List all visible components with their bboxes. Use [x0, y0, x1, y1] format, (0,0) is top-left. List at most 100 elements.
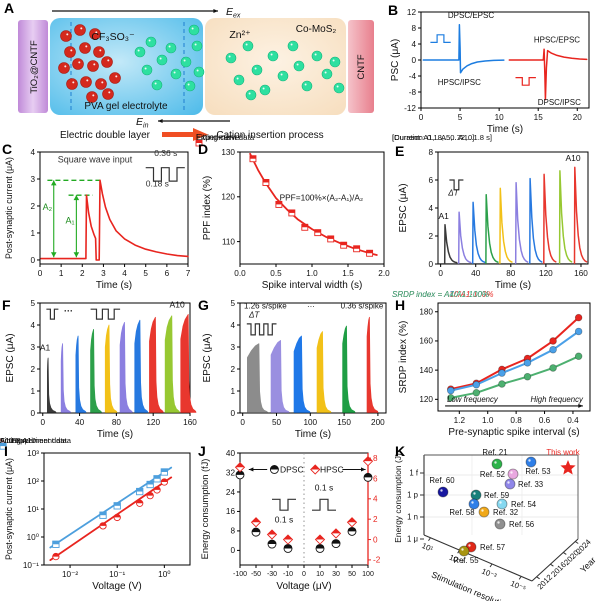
svg-text:Time (s): Time (s)	[487, 124, 523, 135]
panel-label-c: C	[2, 141, 13, 157]
panel-c-ppf-trace-chart: 0 1 2 3 4 5 6 7 0 1 2 3 4 Time (s) Post-synaptic curre…	[4, 148, 191, 291]
svg-text:HPSC/IPSC: HPSC/IPSC	[438, 78, 481, 87]
svg-text:10²: 10²	[27, 477, 39, 486]
svg-text:Ref. 59: Ref. 59	[484, 491, 509, 500]
svg-text:160: 160	[574, 269, 588, 278]
svg-text:0: 0	[30, 409, 35, 418]
svg-text:Ref. 53: Ref. 53	[525, 467, 550, 476]
svg-text:This work: This work	[546, 448, 579, 457]
svg-text:0: 0	[302, 571, 306, 578]
svg-text:Ref. 33: Ref. 33	[518, 480, 543, 489]
svg-text:180: 180	[419, 308, 433, 317]
svg-text:1: 1	[59, 269, 64, 278]
svg-text:Voltage (V): Voltage (V)	[92, 581, 141, 592]
svg-text:-8: -8	[409, 88, 417, 97]
svg-text:32: 32	[226, 468, 236, 477]
svg-text:2: 2	[80, 269, 85, 278]
svg-text:120: 120	[539, 269, 553, 278]
svg-text:0: 0	[240, 418, 245, 427]
svg-text:1: 1	[30, 229, 35, 238]
svg-text:Fitting A1: Fitting A1	[0, 436, 32, 445]
panel-label-k: K	[395, 443, 406, 459]
svg-text:2: 2	[230, 365, 235, 374]
panel-label-f: F	[2, 297, 11, 313]
svg-text:4: 4	[411, 40, 416, 49]
svg-text:ΔT: ΔT	[248, 311, 260, 320]
svg-text:0: 0	[38, 269, 43, 278]
svg-text:EPSC (μA): EPSC (μA)	[202, 333, 213, 382]
svg-text:-30: -30	[267, 571, 277, 578]
svg-text:0: 0	[428, 260, 433, 269]
svg-text:10⁰: 10⁰	[158, 570, 170, 579]
svg-text:Ref. 57: Ref. 57	[480, 543, 505, 552]
svg-text:120: 120	[221, 193, 235, 202]
svg-text:0.0: 0.0	[234, 269, 246, 278]
svg-text:0: 0	[411, 56, 416, 65]
svg-text:Post-synaptic current (μA): Post-synaptic current (μA)	[4, 458, 14, 560]
svg-text:Eex: Eex	[226, 6, 241, 20]
svg-text:A10 Experiment data: A10 Experiment data	[0, 436, 72, 445]
svg-text:SRDP index = A7/A1·100%: SRDP index = A7/A1·100%	[392, 290, 489, 299]
svg-text:16: 16	[226, 507, 236, 516]
svg-text:DPSC: DPSC	[280, 464, 304, 474]
svg-text:5: 5	[30, 299, 35, 308]
panel-i-loglog-chart: 10⁻² 10⁻¹ 10⁰ 10⁻¹ 10⁰ 10¹ 10² 10³ Voltage (V) Po…	[0, 436, 191, 592]
svg-text:10³: 10³	[27, 449, 39, 458]
svg-text:5: 5	[143, 269, 148, 278]
svg-text:3: 3	[30, 343, 35, 352]
svg-text:2.0: 2.0	[378, 269, 390, 278]
svg-text:Ref. 21: Ref. 21	[482, 448, 507, 457]
svg-text:4: 4	[30, 321, 35, 330]
svg-text:0: 0	[40, 418, 45, 427]
svg-text:160: 160	[419, 337, 433, 346]
svg-text:Zn²⁺: Zn²⁺	[229, 29, 250, 41]
svg-text:Time (s): Time (s)	[495, 280, 531, 291]
panel-g-epsc-rate-chart: 0 50 100 150 200 0 1 2 3 4 5 Time (s) EPSC (μA) 1.26 …	[202, 299, 387, 440]
svg-text:A₁: A₁	[65, 216, 74, 226]
svg-text:0: 0	[230, 409, 235, 418]
svg-text:Pre-synaptic spike interval (s: Pre-synaptic spike interval (s)	[448, 427, 579, 438]
svg-text:10¹: 10¹	[421, 541, 435, 554]
panel-label-j: J	[198, 443, 206, 459]
svg-text:200: 200	[371, 418, 385, 427]
svg-text:1.0: 1.0	[482, 416, 494, 425]
svg-text:0.8: 0.8	[510, 416, 522, 425]
svg-text:2: 2	[428, 232, 433, 241]
svg-text:4: 4	[230, 321, 235, 330]
svg-text:8: 8	[411, 24, 416, 33]
svg-text:110: 110	[222, 237, 235, 246]
svg-text:0: 0	[230, 546, 235, 555]
panel-f-epsc-trains-chart: 0 40 80 120 160 0 1 2 3 4 5 Time (s) EPSC (μA) A1 A10 ·…	[5, 299, 197, 440]
svg-text:0.36 s: 0.36 s	[154, 148, 177, 158]
svg-text:-10: -10	[283, 571, 293, 578]
svg-text:Ref. 58: Ref. 58	[449, 508, 474, 517]
svg-text:Spike interval width (s): Spike interval width (s)	[262, 280, 363, 291]
svg-text:1.5: 1.5	[342, 269, 354, 278]
svg-text:SRDP index = A4/A1·100%: SRDP index = A4/A1·100%	[392, 290, 489, 299]
svg-text:6: 6	[428, 176, 433, 185]
svg-text:140: 140	[419, 366, 433, 375]
svg-text:Ref. 60: Ref. 60	[429, 476, 455, 485]
svg-text:1.0: 1.0	[306, 269, 318, 278]
panel-b-psc-chart: 0 5 10 15 20 -12 -8 -4 0 4 8 12 Time (s) PSC (μA) DPSC…	[390, 8, 590, 135]
svg-text:HPSC/EPSC: HPSC/EPSC	[534, 35, 580, 44]
svg-text:EPSC (μA): EPSC (μA)	[5, 333, 16, 382]
svg-text:0: 0	[438, 269, 443, 278]
svg-text:-4: -4	[409, 72, 417, 81]
svg-text:A10: A10	[170, 299, 185, 309]
svg-text:A₂: A₂	[43, 202, 53, 212]
svg-text:0.5: 0.5	[270, 269, 282, 278]
svg-text:40: 40	[75, 418, 85, 427]
svg-text:15: 15	[534, 113, 544, 122]
svg-text:1 n: 1 n	[407, 513, 418, 522]
svg-text:30: 30	[332, 571, 340, 578]
svg-text:Co-MoS₂: Co-MoS₂	[296, 24, 337, 35]
svg-text:10⁻¹: 10⁻¹	[109, 570, 125, 579]
svg-text:DPSC/EPSC: DPSC/EPSC	[448, 11, 494, 20]
svg-text:Fitting curve: Fitting curve	[196, 133, 240, 142]
svg-text:SRDP index = A10/A1·100%: SRDP index = A10/A1·100%	[392, 290, 493, 299]
svg-text:Ref. 56: Ref. 56	[509, 520, 534, 529]
svg-text:8: 8	[373, 454, 378, 463]
svg-text:ΔT: ΔT	[447, 188, 459, 197]
panel-d-ppf-index-chart: 0.0 0.5 1.0 1.5 2.0 110 120 130 Spike interval w…	[195, 133, 390, 291]
